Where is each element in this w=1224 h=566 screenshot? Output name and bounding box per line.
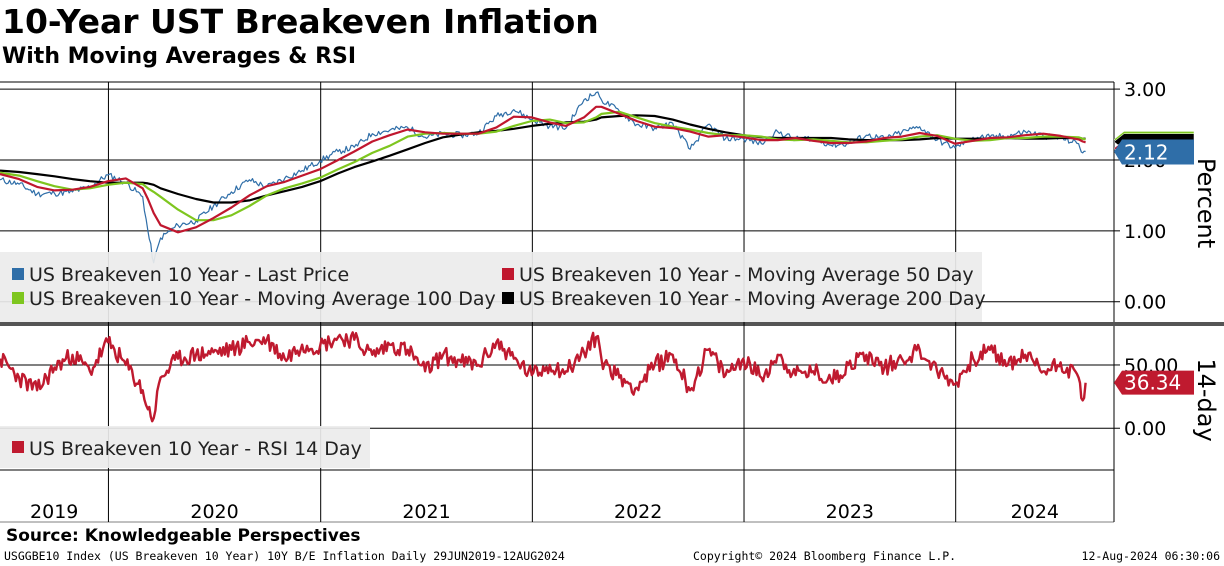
legend-entry-label: US Breakeven 10 Year - Moving Average 50… bbox=[519, 264, 974, 286]
top-y-tick-label: 3.00 bbox=[1124, 79, 1166, 101]
x-tick-label: 2019 bbox=[30, 501, 78, 523]
legend-swatch bbox=[502, 268, 514, 280]
x-tick-label: 2021 bbox=[402, 501, 450, 523]
last-price-marker-label: 2.12 bbox=[1124, 140, 1169, 164]
series-line-rsi14 bbox=[0, 331, 1087, 423]
top-y-tick-label: 0.00 bbox=[1124, 292, 1166, 314]
rsi-value-marker bbox=[1114, 370, 1194, 395]
top-legend-box bbox=[0, 252, 982, 322]
legend-swatch bbox=[12, 292, 24, 304]
legend-entry-label: US Breakeven 10 Year - Last Price bbox=[29, 264, 349, 286]
bottom-legend-box bbox=[0, 426, 370, 468]
legend-swatch bbox=[12, 268, 24, 280]
x-tick-label: 2023 bbox=[826, 501, 874, 523]
chart-subtitle: With Moving Averages & RSI bbox=[2, 44, 357, 69]
series-line-ma200 bbox=[0, 114, 1086, 204]
x-tick-label: 2022 bbox=[614, 501, 662, 523]
legend-entry-label: US Breakeven 10 Year - Moving Average 20… bbox=[519, 288, 986, 310]
top-y-axis-title: Percent bbox=[1192, 158, 1220, 248]
series-line-ma50 bbox=[0, 105, 1086, 234]
source-note: Source: Knowledgeable Perspectives bbox=[6, 526, 361, 546]
footer-ticker-info: USGGBE10 Index (US Breakeven 10 Year) 10… bbox=[4, 549, 565, 563]
x-tick-label: 2024 bbox=[1011, 501, 1059, 523]
legend-entry-label: US Breakeven 10 Year - Moving Average 10… bbox=[29, 288, 496, 310]
legend-swatch bbox=[12, 441, 24, 453]
x-tick-label: 2020 bbox=[190, 501, 238, 523]
footer-copyright: Copyright© 2024 Bloomberg Finance L.P. bbox=[693, 549, 957, 563]
bottom-y-axis-title: 14-day bbox=[1192, 358, 1220, 441]
bottom-y-tick-label: 0.00 bbox=[1124, 418, 1166, 440]
last-price-marker bbox=[1114, 139, 1194, 165]
legend-swatch bbox=[502, 292, 514, 304]
series-line-ma100 bbox=[0, 110, 1086, 222]
top-y-tick-label: 1.00 bbox=[1124, 221, 1166, 243]
legend-entry-label: US Breakeven 10 Year - RSI 14 Day bbox=[29, 438, 362, 460]
series-line-last-price bbox=[0, 91, 1086, 264]
footer-timestamp: 12-Aug-2024 06:30:06 bbox=[1081, 549, 1220, 563]
panel-separator bbox=[0, 322, 1224, 326]
rsi-value-marker-label: 36.34 bbox=[1124, 371, 1181, 395]
chart-title: 10-Year UST Breakeven Inflation bbox=[2, 2, 599, 41]
